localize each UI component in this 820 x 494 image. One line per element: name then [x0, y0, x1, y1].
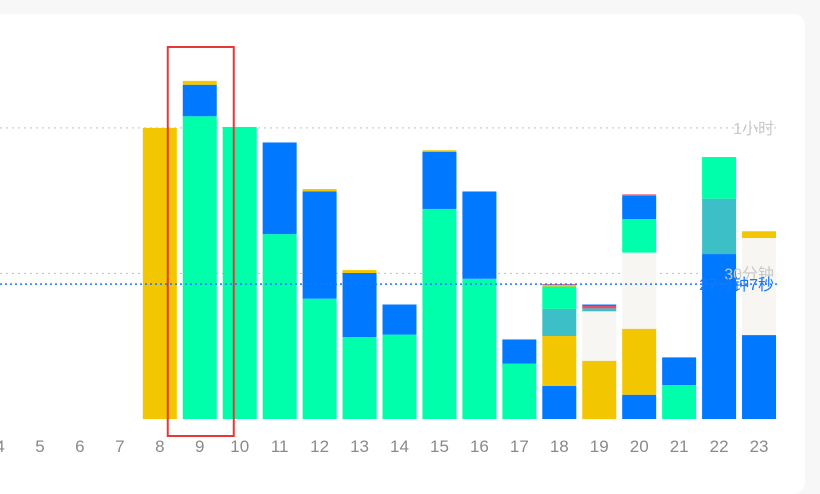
bar-segment[interactable] [542, 286, 577, 309]
bar-segment[interactable] [422, 151, 457, 209]
bar-segment[interactable] [582, 360, 617, 419]
x-tick-label: 21 [670, 437, 689, 456]
bar-segment[interactable] [462, 191, 497, 279]
bar-segment[interactable] [542, 386, 577, 419]
x-tick-label: 13 [350, 437, 369, 456]
bar-segment[interactable] [182, 84, 217, 117]
bar-segment[interactable] [662, 385, 697, 419]
bar-segment[interactable] [582, 305, 617, 309]
bar-segment[interactable] [422, 208, 457, 419]
bar-segment[interactable] [702, 254, 737, 419]
bar-segment[interactable] [302, 191, 337, 299]
bar-segment[interactable] [342, 272, 377, 338]
x-tick-label: 8 [155, 437, 164, 456]
x-tick-label: 18 [550, 437, 569, 456]
bar-segment[interactable] [622, 394, 657, 419]
bar-segment[interactable] [622, 195, 657, 220]
x-tick-label: 15 [430, 437, 449, 456]
x-tick-label: 20 [630, 437, 649, 456]
highlight-box [166, 46, 235, 437]
bar-segment[interactable] [622, 194, 657, 196]
bar-segment[interactable] [622, 219, 657, 253]
bar-segment[interactable] [142, 127, 177, 420]
x-tick-label: 22 [710, 437, 729, 456]
x-tick-label: 9 [195, 437, 204, 456]
x-tick-label: 16 [470, 437, 489, 456]
bar-segment[interactable] [622, 328, 657, 395]
bar-segment[interactable] [542, 285, 577, 287]
bar-segment[interactable] [662, 357, 697, 386]
bar-segment[interactable] [742, 335, 777, 419]
bar-segment[interactable] [342, 270, 377, 273]
x-tick-label: 19 [590, 437, 609, 456]
bar-segment[interactable] [622, 252, 657, 329]
bar-segment[interactable] [382, 334, 417, 419]
x-tick-label: 12 [310, 437, 329, 456]
x-tick-label: 17 [510, 437, 529, 456]
bar-segment[interactable] [582, 304, 617, 306]
bar-segment[interactable] [182, 116, 217, 420]
bar-segment[interactable] [582, 308, 617, 312]
x-tick-label: 7 [115, 437, 124, 456]
average-line-label: 27分钟7秒 [699, 276, 774, 294]
x-tick-label: 4 [0, 437, 5, 456]
bar-segment[interactable] [462, 278, 497, 419]
bar-segment[interactable] [342, 337, 377, 419]
bar-segment[interactable] [382, 304, 417, 335]
bar-segment[interactable] [302, 298, 337, 419]
x-tick-label: 6 [75, 437, 84, 456]
bar-segment[interactable] [542, 284, 577, 286]
x-tick-label: 14 [390, 437, 409, 456]
bar-segment[interactable] [502, 363, 537, 419]
bar-segment[interactable] [742, 231, 777, 239]
bar-segment[interactable] [702, 157, 737, 199]
bar-segment[interactable] [742, 238, 777, 336]
bar-segment[interactable] [222, 126, 257, 420]
bar-segment[interactable] [182, 80, 217, 85]
bar-segment[interactable] [702, 198, 737, 255]
bar-segment[interactable] [582, 311, 617, 361]
bar-segment[interactable] [422, 150, 457, 152]
x-tick-label: 5 [35, 437, 44, 456]
bar-segment[interactable] [262, 142, 297, 235]
bar-segment[interactable] [542, 336, 577, 387]
reference-line-label: 1小时 [733, 120, 774, 138]
bar-segment[interactable] [302, 189, 337, 192]
x-tick-label: 10 [230, 437, 249, 456]
bar-segment[interactable] [262, 234, 297, 419]
x-tick-label: 11 [271, 437, 289, 456]
bar-segment[interactable] [542, 308, 577, 337]
x-tick-label: 23 [750, 437, 769, 456]
reference-line-label: 30分钟 [724, 265, 774, 283]
bar-segment[interactable] [502, 339, 537, 364]
